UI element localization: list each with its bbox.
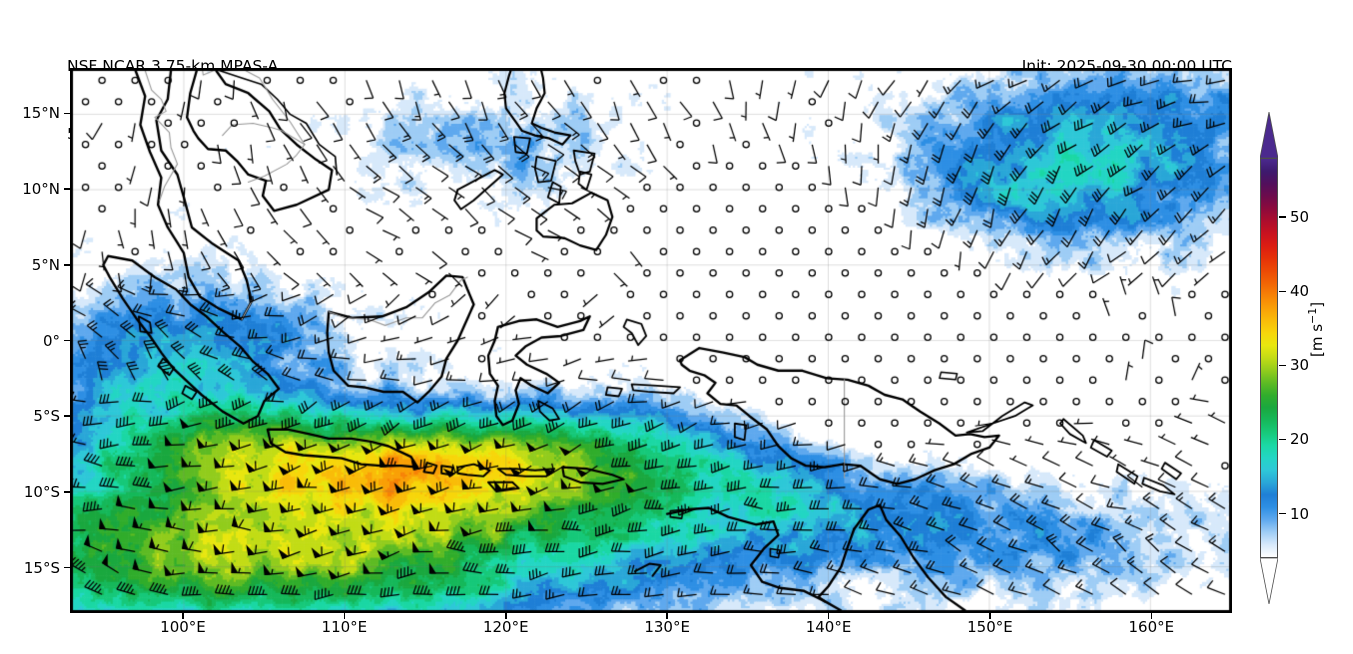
colorbar bbox=[1256, 112, 1282, 604]
colorbar-tick-mark bbox=[1279, 438, 1286, 441]
lon-tick-mark bbox=[182, 613, 184, 619]
colorbar-unit-label: [m s−1] bbox=[1306, 302, 1326, 357]
colorbar-tick-mark bbox=[1279, 290, 1286, 293]
lat-tick-mark bbox=[64, 491, 70, 493]
colorbar-unit-text: [m s bbox=[1308, 323, 1326, 357]
lat-tick-label: 5°N bbox=[31, 255, 60, 274]
lat-tick-label: 5°S bbox=[33, 407, 60, 426]
lon-tick-label: 130°E bbox=[644, 618, 690, 636]
lon-tick-label: 160°E bbox=[1128, 618, 1175, 636]
lon-tick-label: 140°E bbox=[805, 618, 852, 636]
lat-tick-mark bbox=[64, 112, 70, 115]
lon-tick-mark bbox=[1150, 613, 1153, 619]
colorbar-unit-tail: ] bbox=[1308, 301, 1326, 308]
lon-tick-mark bbox=[343, 613, 346, 619]
lon-tick-label: 120°E bbox=[482, 618, 529, 636]
colorbar-tick-mark bbox=[1279, 512, 1286, 515]
lat-tick-mark bbox=[64, 415, 70, 417]
colorbar-top-extend-arrow bbox=[1260, 112, 1278, 158]
lat-tick-mark bbox=[64, 339, 70, 342]
lon-tick-mark bbox=[989, 613, 991, 619]
lat-tick-label: 15°S bbox=[23, 558, 60, 577]
lon-tick-label: 150°E bbox=[967, 618, 1013, 636]
map-plot-area bbox=[70, 68, 1232, 613]
lat-tick-mark bbox=[64, 264, 70, 266]
colorbar-tick-label: 50 bbox=[1290, 208, 1310, 227]
lon-tick-mark bbox=[827, 613, 830, 619]
lat-tick-label: 10°N bbox=[22, 180, 60, 199]
colorbar-tick-label: 40 bbox=[1290, 282, 1310, 301]
colorbar-bottom-extend-arrow bbox=[1260, 558, 1278, 604]
lat-tick-mark bbox=[64, 188, 70, 190]
colorbar-unit-exponent: −1 bbox=[1306, 307, 1319, 324]
colorbar-tick-label: 20 bbox=[1290, 430, 1310, 449]
colorbar-tick-mark bbox=[1279, 216, 1286, 219]
wind-speed-map-canvas bbox=[71, 69, 1231, 612]
lat-tick-mark bbox=[64, 566, 70, 569]
lat-tick-label: 10°S bbox=[23, 482, 60, 501]
colorbar-tick-label: 10 bbox=[1290, 504, 1310, 523]
lon-tick-mark bbox=[505, 613, 507, 619]
lon-tick-label: 100°E bbox=[160, 618, 206, 636]
lon-tick-mark bbox=[666, 613, 668, 619]
lat-tick-label: 0° bbox=[42, 331, 60, 350]
lon-tick-label: 110°E bbox=[321, 618, 368, 636]
colorbar-tick-label: 30 bbox=[1290, 356, 1310, 375]
lat-tick-label: 15°N bbox=[22, 104, 60, 123]
colorbar-gradient bbox=[1260, 158, 1278, 558]
colorbar-tick-mark bbox=[1279, 364, 1286, 367]
